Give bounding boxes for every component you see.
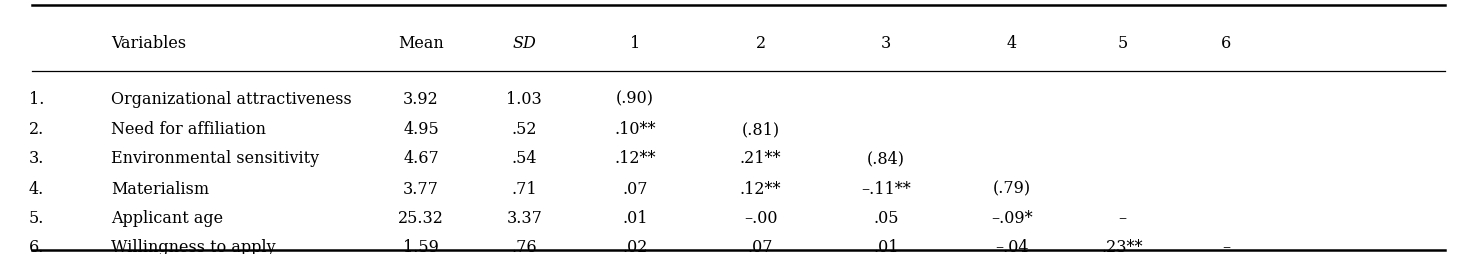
Text: 4.67: 4.67 (403, 150, 439, 167)
Text: .10**: .10** (614, 121, 656, 138)
Text: SD: SD (513, 35, 536, 52)
Text: 1.: 1. (30, 91, 44, 107)
Text: .52: .52 (511, 121, 538, 138)
Text: –.00: –.00 (744, 210, 777, 227)
Text: 3.37: 3.37 (507, 210, 542, 227)
Text: 1.59: 1.59 (403, 239, 439, 254)
Text: .05: .05 (873, 210, 899, 227)
Text: 1.03: 1.03 (507, 91, 542, 107)
Text: .54: .54 (511, 150, 538, 167)
Text: .01: .01 (622, 210, 648, 227)
Text: 25.32: 25.32 (397, 210, 445, 227)
Text: .02: .02 (622, 239, 648, 254)
Text: 3.77: 3.77 (403, 181, 439, 198)
Text: –.04: –.04 (995, 239, 1028, 254)
Text: Variables: Variables (111, 35, 186, 52)
Text: .07: .07 (747, 239, 774, 254)
Text: (.81): (.81) (741, 121, 780, 138)
Text: (.84): (.84) (867, 150, 905, 167)
Text: Mean: Mean (399, 35, 443, 52)
Text: Materialism: Materialism (111, 181, 208, 198)
Text: 4: 4 (1007, 35, 1016, 52)
Text: .12**: .12** (614, 150, 656, 167)
Text: .23**: .23** (1102, 239, 1143, 254)
Text: Environmental sensitivity: Environmental sensitivity (111, 150, 319, 167)
Text: 3.: 3. (30, 150, 44, 167)
Text: 2: 2 (756, 35, 765, 52)
Text: –: – (1118, 210, 1127, 227)
Text: .76: .76 (511, 239, 538, 254)
Text: (.79): (.79) (993, 181, 1031, 198)
Text: .12**: .12** (740, 181, 781, 198)
Text: 3: 3 (882, 35, 891, 52)
Text: 5: 5 (1118, 35, 1127, 52)
Text: Organizational attractiveness: Organizational attractiveness (111, 91, 352, 107)
Text: –: – (1221, 239, 1230, 254)
Text: Need for affiliation: Need for affiliation (111, 121, 266, 138)
Text: .21**: .21** (740, 150, 781, 167)
Text: 5.: 5. (30, 210, 44, 227)
Text: .01: .01 (873, 239, 899, 254)
Text: 4.: 4. (30, 181, 44, 198)
Text: .71: .71 (511, 181, 538, 198)
Text: –.11**: –.11** (861, 181, 911, 198)
Text: Willingness to apply: Willingness to apply (111, 239, 275, 254)
Text: 4.95: 4.95 (403, 121, 439, 138)
Text: Applicant age: Applicant age (111, 210, 223, 227)
Text: (.90): (.90) (616, 91, 654, 107)
Text: –.09*: –.09* (991, 210, 1032, 227)
Text: 6.: 6. (30, 239, 44, 254)
Text: .07: .07 (622, 181, 648, 198)
Text: 2.: 2. (30, 121, 44, 138)
Text: 3.92: 3.92 (403, 91, 439, 107)
Text: 1: 1 (631, 35, 640, 52)
Text: 6: 6 (1221, 35, 1230, 52)
